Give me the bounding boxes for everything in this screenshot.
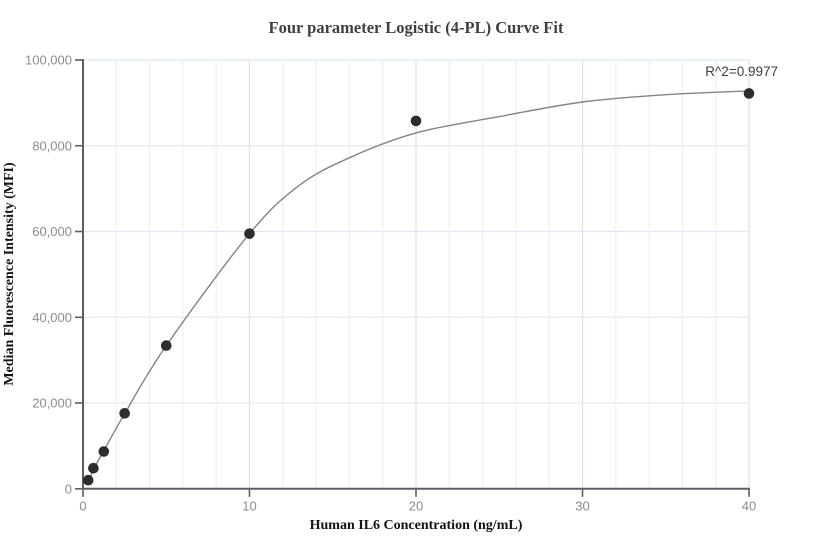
data-point <box>88 462 99 474</box>
data-point <box>98 446 110 457</box>
y-tick-label: 0 <box>65 481 72 496</box>
data-point <box>244 228 255 239</box>
x-tick-label: 0 <box>79 498 86 513</box>
x-tick-label: 20 <box>409 498 423 513</box>
tick-labels: 0 10 20 30 40 0 20,000 40,000 60,000 80,000 100,00… <box>25 53 756 514</box>
data-point <box>410 115 422 127</box>
y-axis-title: Median Fluorescence Intensity (MFI) <box>2 162 17 386</box>
r-squared-annotation: R^2=0.9977 <box>705 64 778 79</box>
x-tick-label: 10 <box>242 498 256 513</box>
data-point <box>119 408 130 419</box>
y-tick-label: 100,000 <box>25 53 72 68</box>
x-tick-label: 40 <box>742 498 756 513</box>
y-tick-label: 40,000 <box>32 310 72 325</box>
data-series <box>82 88 755 486</box>
axis-ticks <box>75 59 750 497</box>
fit-curve <box>87 90 750 483</box>
x-axis-title: Human IL6 Concentration (ng/mL) <box>310 518 523 533</box>
y-tick-label: 60,000 <box>32 224 72 239</box>
x-tick-label: 30 <box>575 498 589 513</box>
y-tick-label: 80,000 <box>32 138 72 153</box>
data-point <box>82 474 94 486</box>
axes <box>82 59 750 490</box>
y-tick-label: 20,000 <box>32 396 72 411</box>
grid-lines <box>83 59 750 489</box>
chart-title: Four parameter Logistic (4-PL) Curve Fit <box>269 18 564 37</box>
data-point <box>743 88 755 99</box>
data-point <box>160 340 172 351</box>
